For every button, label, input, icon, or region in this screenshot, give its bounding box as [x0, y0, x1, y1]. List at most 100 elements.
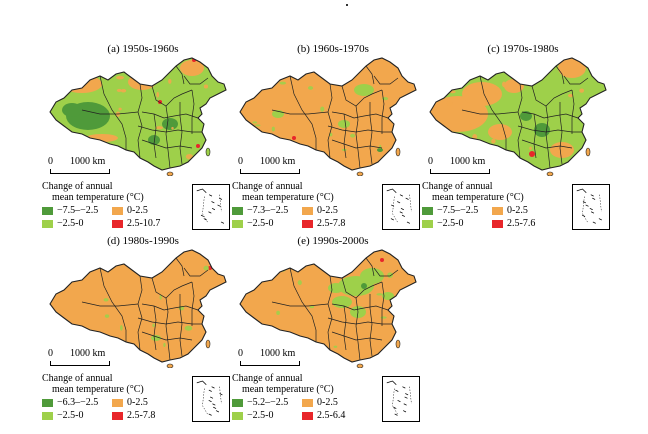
legend-swatch [42, 206, 53, 215]
province-boundary [331, 139, 383, 149]
inset-island [585, 204, 589, 207]
legend-label: −7.3–−2.5 [247, 205, 289, 216]
fill-speckle [252, 121, 258, 124]
province-boundary [151, 85, 193, 107]
legend-label: 0-2.5 [317, 397, 338, 408]
province-boundary [355, 297, 361, 361]
taiwan-island [205, 147, 211, 157]
legend: Change of annual mean temperature (°C) −… [230, 373, 380, 421]
province-boundary [517, 83, 523, 159]
province-boundary [137, 83, 143, 159]
inset-island [200, 214, 205, 217]
province-boundary [369, 102, 373, 165]
inset-island [220, 221, 225, 224]
province-boundary [99, 267, 127, 342]
province-boundary [141, 111, 199, 119]
fill-region [128, 74, 156, 90]
province-boundary [373, 75, 399, 85]
fill-speckle [309, 305, 315, 309]
china-map [49, 57, 227, 176]
inset-boundary [392, 386, 412, 416]
fill-region [361, 283, 367, 289]
china-map [49, 249, 227, 368]
fill-region [332, 296, 352, 308]
province-boundary [521, 139, 573, 149]
fill-speckle [387, 272, 393, 278]
fill-speckle [116, 88, 122, 92]
legend-title-line2: mean temperature (°C) [52, 384, 144, 395]
fill-speckle [469, 123, 472, 129]
legend-swatch [302, 206, 313, 215]
province-boundary [183, 75, 209, 85]
legend-swatch [492, 219, 503, 228]
province-boundary [327, 317, 392, 325]
legend-title-line1: Change of annual [422, 181, 493, 192]
fill-region [196, 144, 200, 148]
fill-speckle [279, 81, 287, 85]
province-boundary [343, 113, 347, 159]
fill-region [162, 118, 178, 130]
province-boundary [365, 257, 375, 277]
fill-speckle [307, 86, 314, 90]
inset-island [394, 413, 398, 416]
province-boundary [355, 105, 361, 169]
legend: Change of annual mean temperature (°C) −… [40, 181, 190, 229]
scale-zero: 0 [238, 348, 243, 359]
province-boundary [331, 331, 383, 341]
legend-item: 0-2.5 [112, 397, 182, 408]
legend-title-line2: mean temperature (°C) [242, 384, 334, 395]
legend-item: 2.5-10.7 [112, 218, 182, 229]
inset-island [582, 201, 586, 204]
province-boundary [563, 75, 589, 85]
legend-swatch [42, 398, 53, 407]
fill-speckle [276, 310, 280, 315]
inset-island [397, 399, 401, 403]
map-panel-d: (d) 1980s-1990s 0 1000 km Change of annu… [40, 234, 246, 434]
fill-region [430, 96, 488, 132]
province-boundary [327, 125, 392, 133]
scale-label: 1000 km [70, 156, 106, 167]
map-panel-c: (c) 1970s-1980s 0 1000 km Change of annu… [420, 42, 626, 242]
inset-island [212, 403, 216, 406]
fill-speckle [309, 159, 314, 162]
inset-island [598, 218, 602, 221]
inset-island [405, 197, 409, 200]
province-boundary [327, 275, 333, 351]
inset-island [589, 207, 593, 211]
fill-region [338, 120, 350, 128]
legend-label: −5.2–−2.5 [247, 397, 289, 408]
fill-speckle [399, 311, 407, 317]
fill-speckle [376, 293, 383, 296]
inset-island [405, 393, 409, 396]
inset-island [590, 211, 595, 214]
scale-bar-line [50, 361, 110, 366]
scale-zero: 0 [48, 348, 53, 359]
fill-speckle [260, 147, 267, 151]
hainan-island [356, 363, 364, 368]
inset-island [582, 214, 586, 217]
panel-title: (e) 1990s-2000s [297, 235, 369, 247]
legend-item: −2.5-0 [422, 218, 492, 229]
inset-island [211, 207, 216, 211]
fill-speckle [119, 325, 123, 331]
fill-speckle [184, 325, 193, 331]
fill-speckle [341, 148, 347, 151]
legend-swatch [42, 411, 53, 420]
legend-label: 2.5-7.8 [127, 410, 156, 421]
south-china-sea-inset [382, 376, 420, 422]
inset-island [217, 204, 221, 207]
fill-speckle [350, 133, 356, 138]
inset-island [208, 413, 212, 416]
legend-label: −2.5-0 [247, 218, 274, 229]
country-outline [49, 57, 227, 171]
legend-label: −6.3–−2.5 [57, 397, 99, 408]
scale-bar-line [240, 169, 300, 174]
inset-island [399, 211, 403, 214]
province-boundary [81, 301, 139, 307]
fill-speckle [491, 138, 496, 144]
province-boundary [153, 305, 157, 351]
country-outline [49, 249, 227, 363]
legend-title-line1: Change of annual [232, 181, 303, 192]
province-boundary [141, 303, 199, 311]
scale-bar: 0 1000 km [48, 348, 118, 376]
